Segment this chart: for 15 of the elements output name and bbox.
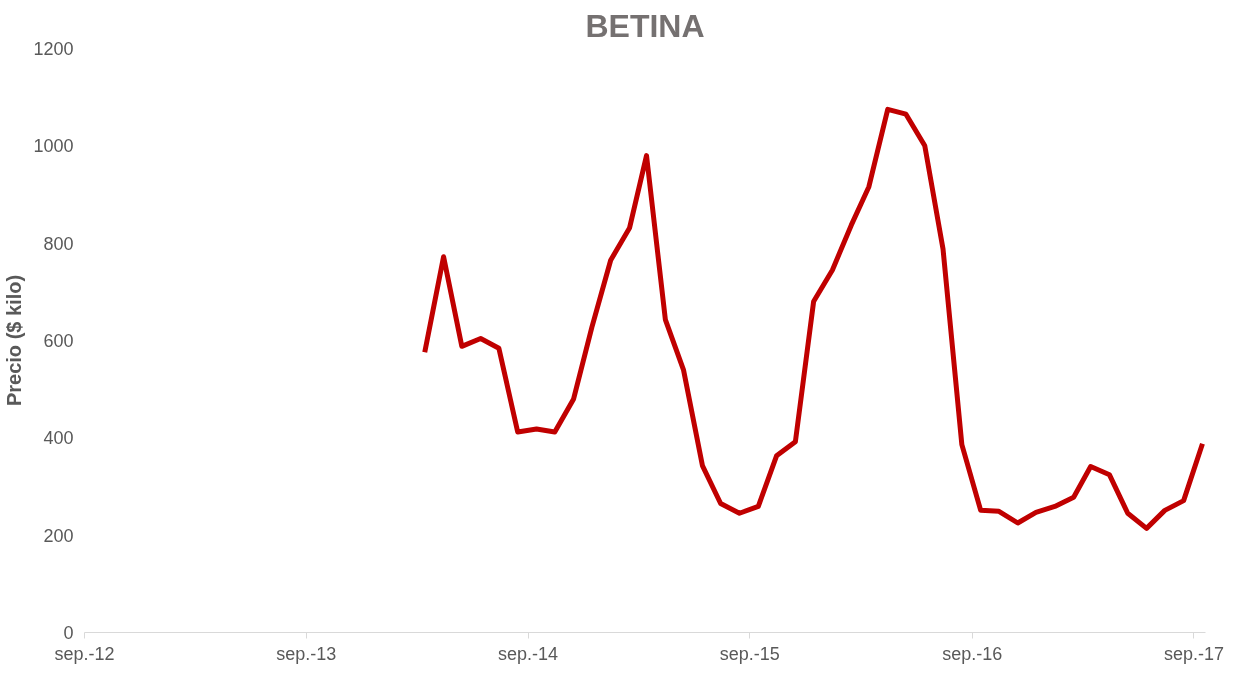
x-tick-label: sep.-16 xyxy=(942,643,1003,664)
y-tick-label: 800 xyxy=(43,233,74,254)
x-tick-label: sep.-12 xyxy=(54,643,115,664)
x-tick-label: sep.-14 xyxy=(498,643,559,664)
y-tick-label: 200 xyxy=(43,525,74,546)
y-tick-label: 400 xyxy=(43,428,74,449)
chart-title: BETINA xyxy=(585,7,705,44)
x-tick-label: sep.-13 xyxy=(276,643,337,664)
x-tick-label: sep.-17 xyxy=(1163,643,1224,664)
y-tick-label: 1200 xyxy=(33,39,74,59)
y-axis-title: Precio ($ kilo) xyxy=(3,274,26,407)
y-tick-label: 1000 xyxy=(33,136,74,157)
x-tick-label: sep.-15 xyxy=(719,643,780,664)
y-tick-label: 600 xyxy=(43,331,74,351)
y-tick-label: 0 xyxy=(63,623,74,643)
